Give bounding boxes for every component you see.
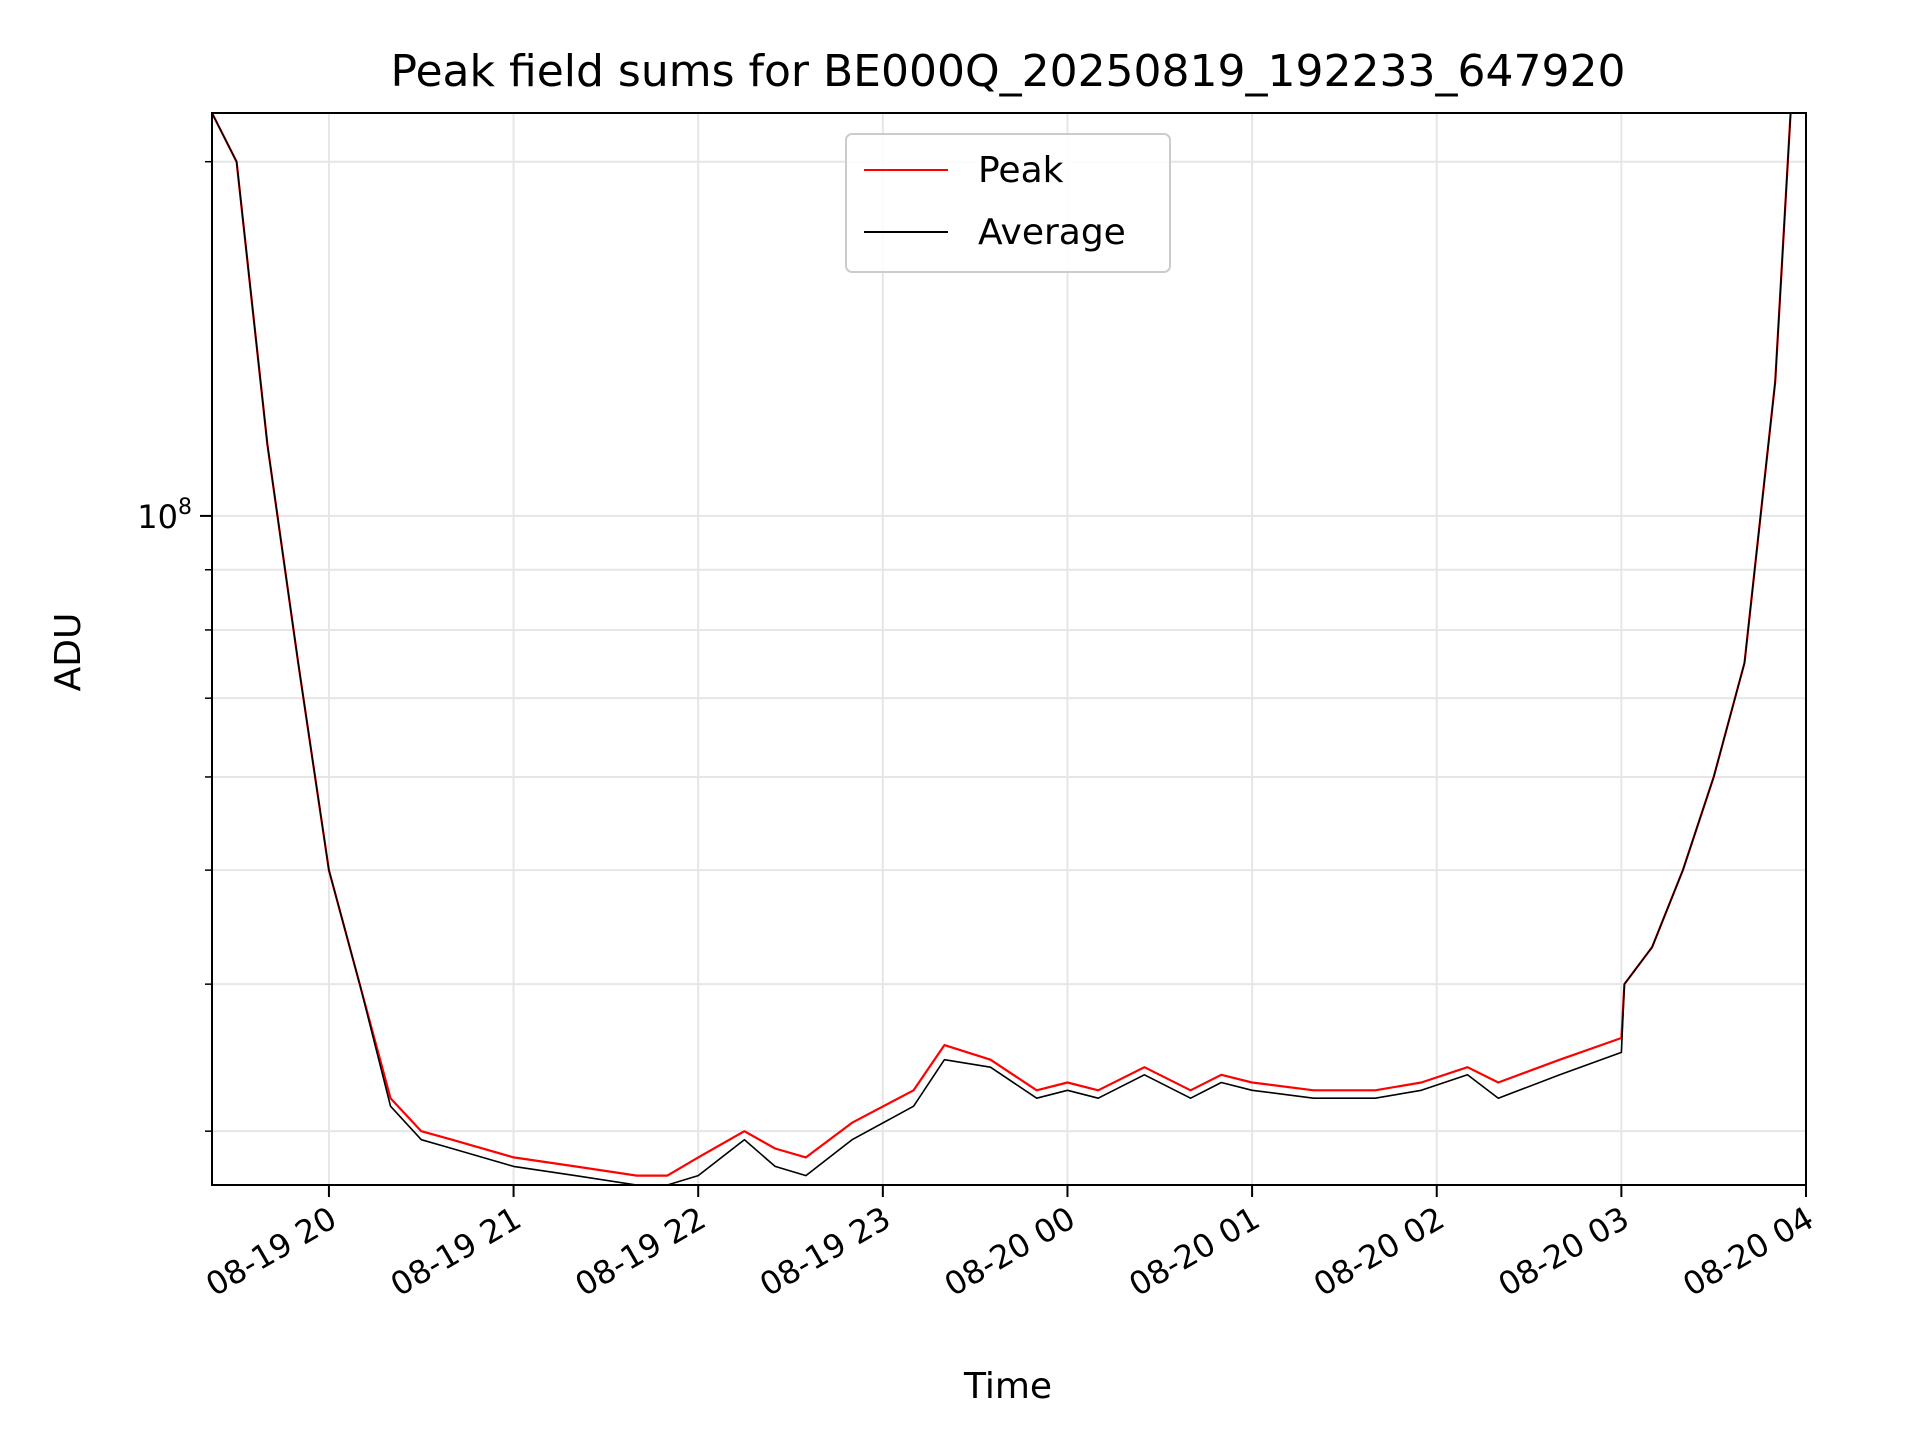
y-axis: 108 <box>137 160 212 1132</box>
y-tick-label: 108 <box>137 495 192 536</box>
x-axis-label: Time <box>963 1366 1052 1407</box>
grid <box>212 113 1807 1185</box>
y-axis-label: ADU <box>48 613 89 692</box>
legend-label-average: Average <box>978 212 1126 253</box>
series-line-average <box>211 112 1792 1186</box>
series-layer <box>211 112 1792 1186</box>
chart-title: Peak field sums for BE000Q_20250819_1922… <box>391 46 1626 97</box>
legend-box <box>845 133 1171 273</box>
legend-label-peak: Peak <box>978 150 1064 191</box>
legend: Peak Average <box>845 133 1171 273</box>
plot-frame <box>211 112 1807 1186</box>
